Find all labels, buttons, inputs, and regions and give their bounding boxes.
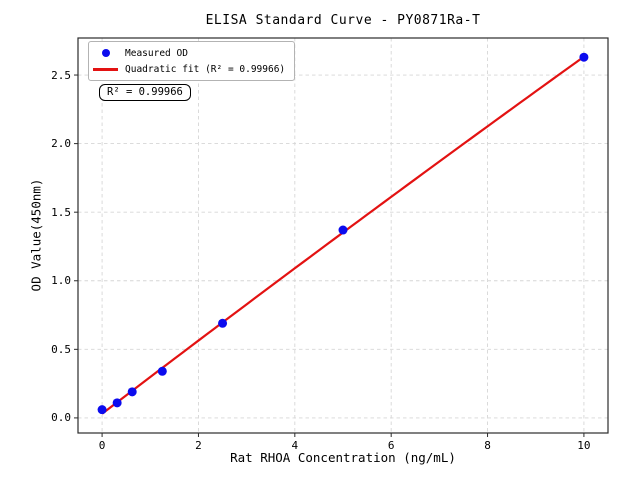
data-point xyxy=(112,398,122,408)
x-axis-label: Rat RHOA Concentration (ng/mL) xyxy=(230,450,456,465)
y-tick-label: 1.0 xyxy=(51,274,71,288)
y-tick-label: 0.0 xyxy=(51,411,71,425)
legend-marker-col xyxy=(92,67,119,71)
x-tick-label: 8 xyxy=(484,439,491,452)
y-tick-label: 1.5 xyxy=(51,205,71,219)
fit-line-swatch-icon xyxy=(93,67,118,71)
y-tick-label: 0.5 xyxy=(51,342,71,356)
legend-entry-fit: Quadratic fit (R² = 0.99966) xyxy=(92,61,285,77)
x-tick-label: 10 xyxy=(577,439,591,452)
data-point xyxy=(579,52,589,62)
legend-label-measured: Measured OD xyxy=(125,47,188,59)
measured-od-dot-icon xyxy=(101,49,110,57)
data-point xyxy=(218,318,228,328)
data-point xyxy=(338,225,348,235)
legend: Measured OD Quadratic fit (R² = 0.99966) xyxy=(88,41,296,81)
x-tick-label: 6 xyxy=(387,439,395,452)
y-tick-label: 2.5 xyxy=(51,68,71,82)
r-squared-annotation: R² = 0.99966 xyxy=(99,84,191,101)
data-point xyxy=(97,405,107,415)
x-tick-label: 4 xyxy=(291,439,299,452)
x-tick-label: 0 xyxy=(98,439,106,452)
legend-label-fit: Quadratic fit (R² = 0.99966) xyxy=(125,63,286,75)
plot-frame xyxy=(77,37,609,434)
chart-title: ELISA Standard Curve - PY0871Ra-T xyxy=(205,13,481,28)
x-tick-label: 2 xyxy=(195,439,202,452)
legend-entry-measured: Measured OD xyxy=(92,45,285,61)
data-point xyxy=(127,387,137,397)
fit-line xyxy=(101,55,585,415)
legend-marker-col xyxy=(92,49,119,57)
y-tick-label: 2.0 xyxy=(51,137,71,151)
data-point xyxy=(157,366,167,376)
